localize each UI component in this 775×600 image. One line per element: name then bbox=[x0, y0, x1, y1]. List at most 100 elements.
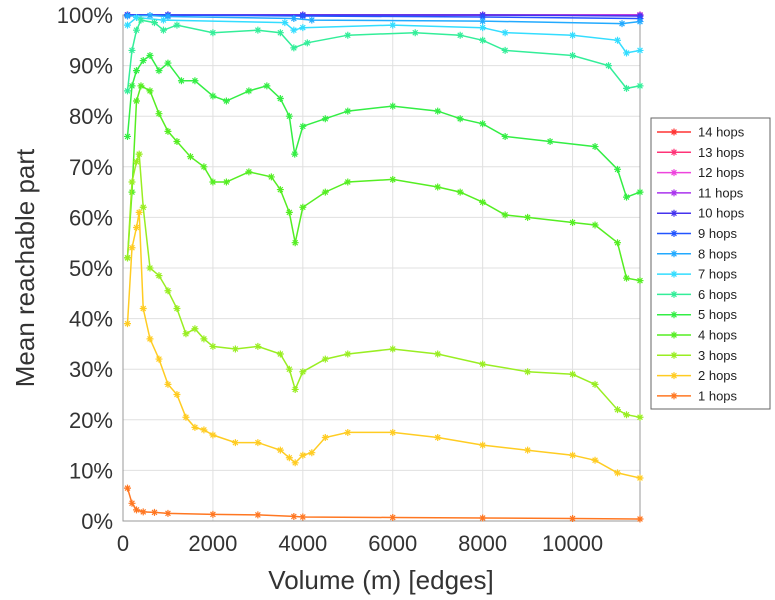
x-tick-label: 6000 bbox=[368, 531, 417, 556]
legend-marker bbox=[670, 392, 678, 400]
data-point bbox=[132, 224, 140, 232]
data-point bbox=[139, 203, 147, 211]
grid-lines bbox=[122, 14, 640, 522]
data-point bbox=[285, 208, 293, 216]
y-tick-label: 80% bbox=[69, 104, 113, 129]
data-point bbox=[276, 446, 284, 454]
data-point bbox=[254, 342, 262, 350]
data-point bbox=[389, 21, 397, 29]
legend-box bbox=[650, 117, 771, 410]
data-point bbox=[605, 62, 613, 70]
data-point bbox=[479, 36, 487, 44]
legend-label: 11 hops bbox=[698, 185, 744, 200]
y-tick-label: 60% bbox=[69, 205, 113, 230]
data-point bbox=[636, 515, 644, 523]
data-point bbox=[618, 20, 626, 28]
data-point bbox=[524, 446, 532, 454]
data-point bbox=[299, 513, 307, 521]
series-line bbox=[126, 212, 641, 479]
legend-label: 7 hops bbox=[698, 267, 738, 282]
legend-item: 13 hops bbox=[657, 145, 745, 160]
legend-item: 8 hops bbox=[657, 246, 738, 261]
data-point bbox=[135, 150, 143, 158]
data-point bbox=[290, 15, 298, 23]
data-point bbox=[299, 122, 307, 130]
data-point bbox=[344, 178, 352, 186]
data-point bbox=[569, 451, 577, 459]
data-point bbox=[139, 57, 147, 65]
data-point bbox=[173, 304, 181, 312]
data-point bbox=[276, 186, 284, 194]
data-point bbox=[623, 49, 631, 57]
data-point bbox=[456, 188, 464, 196]
data-point bbox=[281, 19, 289, 27]
series-5-hops bbox=[123, 51, 644, 201]
data-point bbox=[155, 355, 163, 363]
series-layer bbox=[123, 11, 644, 523]
legend-item: 12 hops bbox=[657, 165, 745, 180]
data-point bbox=[128, 82, 136, 90]
data-point bbox=[546, 138, 554, 145]
data-point bbox=[434, 434, 442, 442]
data-point bbox=[291, 459, 299, 467]
data-point bbox=[209, 431, 217, 439]
legend-label: 10 hops bbox=[698, 206, 745, 221]
data-point bbox=[173, 391, 181, 398]
legend-marker bbox=[670, 372, 678, 380]
data-point bbox=[182, 330, 190, 338]
data-point bbox=[636, 277, 644, 285]
data-point bbox=[173, 138, 181, 145]
legend-label: 13 hops bbox=[698, 145, 745, 160]
data-point bbox=[479, 514, 487, 522]
legend-marker bbox=[670, 351, 678, 359]
data-point bbox=[200, 426, 208, 434]
data-point bbox=[321, 434, 329, 442]
data-point bbox=[344, 350, 352, 358]
legend-marker bbox=[670, 209, 678, 217]
data-point bbox=[263, 82, 271, 90]
series-6-hops bbox=[123, 16, 644, 95]
x-tick-label: 8000 bbox=[458, 531, 507, 556]
data-point bbox=[267, 173, 275, 181]
data-point bbox=[614, 406, 622, 414]
data-point bbox=[614, 239, 622, 247]
data-point bbox=[308, 16, 316, 24]
legend-item: 7 hops bbox=[657, 267, 738, 282]
data-point bbox=[389, 513, 397, 521]
data-point bbox=[623, 411, 631, 419]
data-point bbox=[344, 31, 352, 39]
data-point bbox=[276, 94, 284, 102]
data-point bbox=[182, 413, 190, 421]
data-point bbox=[591, 380, 599, 388]
series-line bbox=[126, 54, 641, 199]
data-point bbox=[623, 193, 631, 201]
data-point bbox=[128, 178, 136, 186]
data-point bbox=[155, 67, 163, 75]
data-point bbox=[569, 51, 577, 59]
x-tick-label: 2000 bbox=[188, 531, 237, 556]
legend-marker bbox=[670, 189, 678, 197]
data-point bbox=[150, 19, 158, 27]
data-point bbox=[636, 46, 644, 54]
y-tick-label: 0% bbox=[81, 509, 113, 534]
data-point bbox=[191, 325, 199, 333]
legend-label: 8 hops bbox=[698, 246, 738, 261]
y-tick-label: 50% bbox=[69, 256, 113, 281]
legend-label: 14 hops bbox=[698, 125, 745, 140]
data-point bbox=[139, 508, 147, 516]
data-point bbox=[146, 87, 154, 95]
data-point bbox=[591, 456, 599, 464]
data-point bbox=[456, 115, 464, 123]
y-tick-label: 90% bbox=[69, 54, 113, 79]
data-point bbox=[128, 499, 136, 507]
data-point bbox=[479, 198, 487, 206]
data-point bbox=[291, 385, 299, 393]
y-tick-label: 70% bbox=[69, 155, 113, 180]
data-point bbox=[231, 345, 239, 353]
data-point bbox=[569, 514, 577, 522]
data-point bbox=[123, 320, 131, 328]
y-tick-label: 20% bbox=[69, 408, 113, 433]
data-point bbox=[146, 51, 154, 59]
legend-item: 4 hops bbox=[657, 328, 738, 343]
data-point bbox=[591, 221, 599, 229]
